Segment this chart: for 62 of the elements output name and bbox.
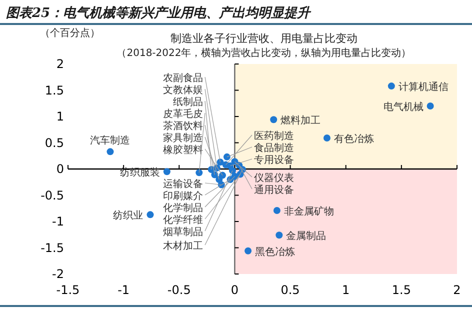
point: [223, 153, 230, 160]
point: [323, 134, 330, 142]
chart-subtitle: 制造业各子行业营收、用电量占比变动: [170, 32, 358, 45]
series-label: 燃料加工: [280, 114, 321, 127]
point: [270, 116, 278, 124]
y-tick-label: 1: [56, 110, 64, 124]
text: 印刷媒介: [163, 190, 203, 202]
text: 纸制品: [173, 96, 203, 108]
point: [196, 169, 203, 176]
y-tick-label: -1.5: [40, 240, 64, 255]
text: 烟草制品: [163, 226, 203, 238]
text: 化学纤维: [163, 214, 203, 226]
series-label: 有色冶炼: [334, 133, 374, 146]
y-tick-label: 2: [56, 57, 64, 71]
point: [426, 102, 434, 110]
point: [228, 167, 236, 174]
point: [218, 172, 226, 179]
point: [388, 82, 395, 90]
series-label: 仪器仪表: [254, 172, 294, 184]
point: [273, 206, 280, 214]
text: （2018-2022年，横轴为营收占比变动，纵轴为用电量占比变动）: [116, 47, 412, 59]
x-tick-label: -1: [118, 283, 130, 297]
point: [163, 168, 170, 176]
x-tick-label: 0.5: [280, 283, 300, 297]
x-tick-label: -0.5: [167, 283, 191, 297]
series-label: 计算机通信: [398, 81, 448, 94]
text: 食品制造: [254, 142, 294, 154]
y-tick-label: 0: [56, 162, 64, 176]
y-tick-label: -1: [52, 214, 64, 228]
text: 医药制造: [254, 130, 294, 142]
series-label: 非金属矿物: [284, 205, 334, 218]
series-label: 黑色冶炼: [255, 246, 296, 258]
y-tick-label: -0.5: [40, 188, 64, 202]
text: 文教体娱: [163, 84, 203, 96]
x-tick-label: 2: [453, 283, 461, 297]
point: [146, 211, 154, 218]
text: 木材加工: [163, 240, 203, 252]
point: [106, 148, 114, 156]
y-tick-label: 0.5: [44, 136, 64, 150]
text: 皮革毛皮: [163, 108, 203, 120]
series-label: 金属制品: [286, 230, 326, 242]
text: 化学制品: [163, 202, 203, 214]
point: [244, 247, 252, 254]
x-tick-label: 0: [230, 283, 239, 297]
y-tick-label: 1.5: [44, 83, 64, 98]
text: 专用设备: [254, 154, 294, 166]
series-label: 纺织服装: [120, 166, 160, 179]
series-label: 电气机械: [383, 101, 424, 113]
text: 家具制造: [163, 132, 203, 144]
chart-title: 图表25：电气机械等新兴产业用电、产出均明显提升: [6, 5, 312, 21]
text: 茶酒饮料: [163, 120, 203, 132]
text: 农副食品: [163, 72, 203, 84]
point: [276, 232, 283, 239]
series-label: 纺织业: [113, 210, 144, 222]
series-label: 运输设备: [163, 178, 203, 190]
y-axis-title: （个百分点）: [40, 27, 100, 39]
x-tick-label: 1.5: [392, 283, 411, 297]
y-tick-label: -2: [52, 267, 64, 281]
text: 通用设备: [254, 184, 294, 196]
text: 橡胶塑料: [163, 144, 203, 156]
series-label: 汽车制造: [90, 134, 130, 147]
x-tick-label: 1: [342, 283, 350, 297]
